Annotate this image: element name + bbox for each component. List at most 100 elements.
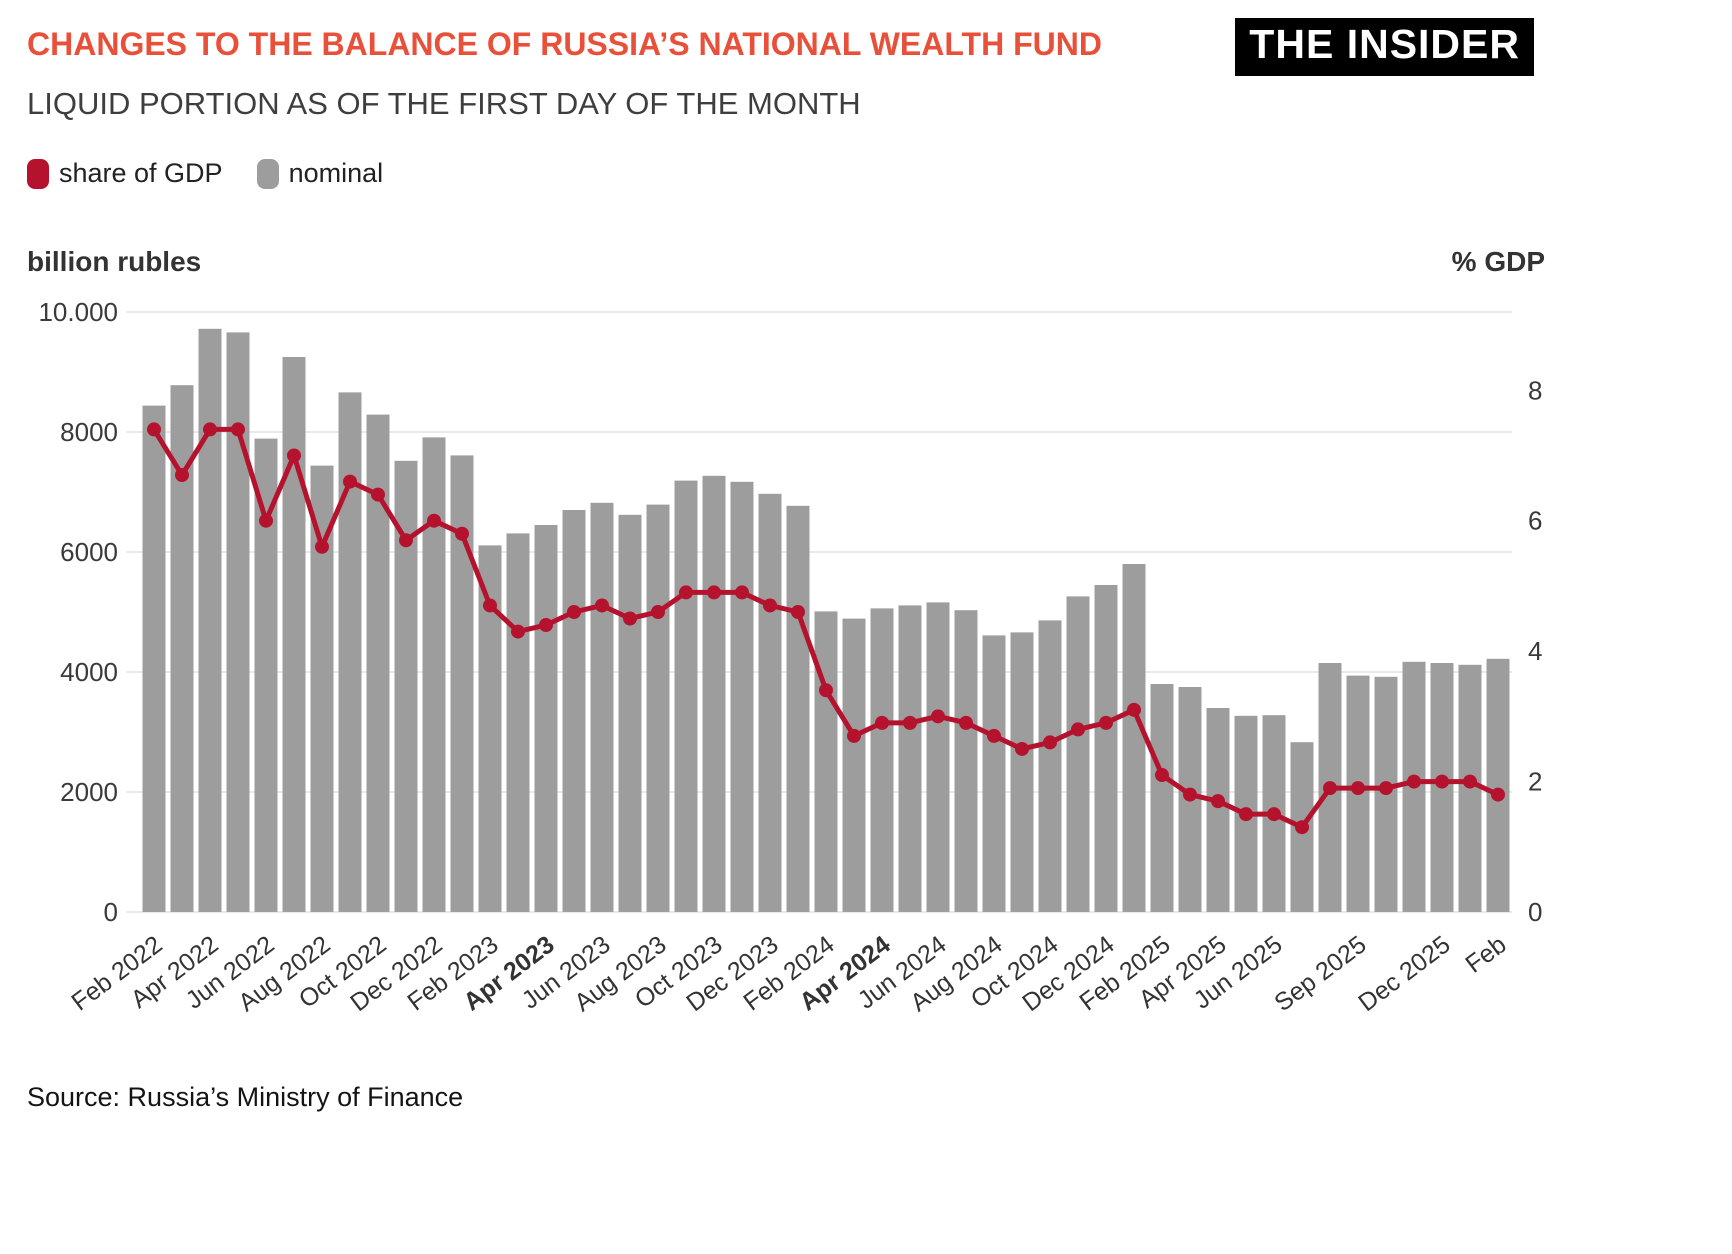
gdp-share-point [1267,807,1281,822]
gdp-share-point [287,448,301,463]
gdp-share-point [231,422,245,437]
gdp-share-point [511,624,525,639]
bar-nov-2023 [730,481,754,912]
gdp-share-point [819,683,833,698]
bar-jul-2024 [954,610,978,912]
legend: share of GDP nominal [27,158,383,189]
bar-dec-2024 [1094,585,1118,912]
legend-label-nominal: nominal [288,158,384,188]
gdp-share-point [203,422,217,437]
bar-feb-2025 [1150,684,1174,912]
gdp-share-point [1463,774,1477,789]
bar-mar-2024 [842,618,866,912]
bar-oct-2022 [366,414,390,912]
gdp-share-point [987,728,1001,743]
gdp-share-point [623,611,637,626]
gdp-share-point [175,468,189,483]
legend-swatch-nominal-icon [256,158,279,189]
gdp-share-point [427,513,441,528]
gdp-share-point [1491,787,1505,802]
x-axis-tick: Feb [1460,930,1511,978]
bar-nov-2022 [394,460,418,912]
bar-jun-2022 [254,438,278,912]
bar-aug-2022 [310,465,334,912]
gdp-share-point [1295,820,1309,835]
gdp-share-point [1071,722,1085,737]
bar-aug-2023 [646,504,670,912]
bar-jun-2023 [590,502,614,912]
gdp-share-point [763,598,777,613]
bar-apr-2023 [534,525,558,912]
gdp-share-point [651,605,665,619]
gdp-share-point [931,709,945,724]
gdp-share-point [1015,741,1029,756]
bar-sep-2024 [1010,632,1034,912]
legend-item-nominal: nominal [256,158,384,189]
gdp-share-point [567,605,581,619]
left-axis-tick: 0 [104,897,118,927]
page-title: CHANGES TO THE BALANCE OF RUSSIA’S NATIO… [27,26,1102,62]
bar-jun-2024 [926,602,950,912]
right-axis-title: % GDP [1451,246,1545,277]
gdp-share-point [679,585,693,600]
left-axis-tick: 10.000 [38,297,118,327]
x-axis-tick: Sep 2025 [1269,930,1371,1017]
gdp-share-point [483,598,497,613]
bar-sep-2023 [674,480,698,912]
gdp-share-point [1099,715,1113,730]
bar-dec-2022 [422,437,446,912]
gdp-share-point [707,585,721,600]
gdp-share-point [1183,787,1197,802]
page-subtitle: LIQUID PORTION AS OF THE FIRST DAY OF TH… [27,86,861,121]
x-axis-tick: Dec 2025 [1353,930,1455,1017]
bar-oct-2024 [1038,620,1062,912]
bar-mar-2023 [506,533,530,912]
legend-swatch-share-of-gdp-icon [27,158,49,189]
legend-item-share-of-gdp: share of GDP [27,158,223,189]
bar-feb-2022 [142,405,166,912]
bar-apr-2025 [1206,708,1230,912]
gdp-share-point [1435,774,1449,789]
gdp-share-point [847,728,861,743]
gdp-share-point [875,715,889,730]
bar-jan-2025 [1122,564,1146,912]
right-axis-tick: 8 [1528,375,1542,405]
bar-jul-2022 [282,357,306,912]
legend-label-share-of-gdp: share of GDP [59,158,223,188]
gdp-share-point [259,513,273,528]
gdp-share-point [1211,794,1225,809]
bar-feb-2024 [814,611,838,912]
bar-feb-2023 [478,545,502,912]
bar-may-2022 [226,332,250,912]
bar-feb-2026 [1486,658,1510,912]
bar-sep-2022 [338,392,362,912]
right-axis-tick: 2 [1528,767,1542,797]
gdp-share-point [147,422,161,437]
gdp-share-point [1407,774,1421,789]
bar-may-2023 [562,510,586,912]
gdp-share-point [371,487,385,502]
gdp-share-point [343,474,357,489]
bar-nov-2024 [1066,596,1090,912]
right-axis-tick: 4 [1528,636,1542,666]
gdp-share-point [1351,781,1365,796]
bar-jul-2023 [618,514,642,912]
bar-mar-2022 [170,385,194,912]
left-axis-title: billion rubles [27,246,202,277]
right-axis-tick: 6 [1528,506,1542,536]
bar-jan-2024 [786,505,810,912]
gdp-share-point [1239,807,1253,822]
bar-dec-2023 [758,493,782,912]
gdp-share-point [399,533,413,548]
gdp-share-point [1155,768,1169,783]
bar-apr-2022 [198,328,222,912]
gdp-share-point [735,585,749,600]
bar-oct-2023 [702,475,726,912]
bar-aug-2024 [982,635,1006,912]
gdp-share-point [1043,735,1057,750]
left-axis-tick: 6000 [60,537,118,567]
gdp-share-point [903,715,917,730]
source-note: Source: Russia’s Ministry of Finance [27,1082,464,1112]
the-insider-logo: THE INSIDER [1235,18,1534,76]
